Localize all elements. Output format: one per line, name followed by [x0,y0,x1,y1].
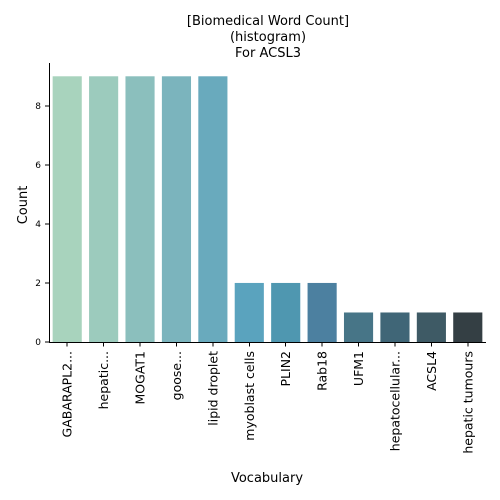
bar-6 [271,282,301,342]
bar-9 [380,312,410,342]
chart-title-line-1: [Biomedical Word Count] [187,14,349,29]
x-tick-label-5: myoblast cells [242,351,257,441]
chart-title-line-3: For ACSL3 [235,46,301,61]
x-tick-label-3: goose... [169,351,184,400]
y-tick-label-3: 6 [35,161,41,171]
chart-title: [Biomedical Word Count] (histogram) For … [187,14,349,61]
y-tick-label-0: 0 [35,338,41,348]
x-tick-label-10: ACSL4 [424,351,439,391]
bar-10 [416,312,446,342]
x-tick-label-4: lipid droplet [205,351,220,426]
y-axis-ticks: 0 2 4 6 8 [35,102,49,348]
bar-5 [234,282,264,342]
bar-4 [198,76,228,342]
bar-0 [52,76,82,342]
chart-title-line-2: (histogram) [230,30,306,45]
y-tick-label-4: 8 [35,102,41,112]
x-tick-label-8: UFM1 [351,351,366,386]
x-axis-ticks: GABARAPL2... hepatic... MOGAT1 goose... lipi… [60,342,475,454]
x-tick-label-7: Rab18 [315,351,330,391]
x-axis-label: Vocabulary [231,471,303,486]
bar-1 [89,76,119,342]
x-tick-label-2: MOGAT1 [133,351,148,404]
bar-8 [343,312,374,342]
bars-group [52,76,483,342]
x-tick-label-0: GABARAPL2... [60,351,75,437]
bar-7 [307,282,337,342]
y-tick-label-2: 4 [35,220,41,230]
x-tick-label-6: PLIN2 [278,351,293,387]
x-tick-label-11: hepatic tumours [460,351,475,454]
bar-3 [161,76,192,342]
bar-2 [125,76,155,342]
x-tick-label-1: hepatic... [96,351,111,409]
bar-11 [453,312,483,342]
y-axis-label: Count [16,186,31,225]
y-tick-label-1: 2 [35,279,41,289]
x-tick-label-9: hepatocellular... [388,351,403,451]
